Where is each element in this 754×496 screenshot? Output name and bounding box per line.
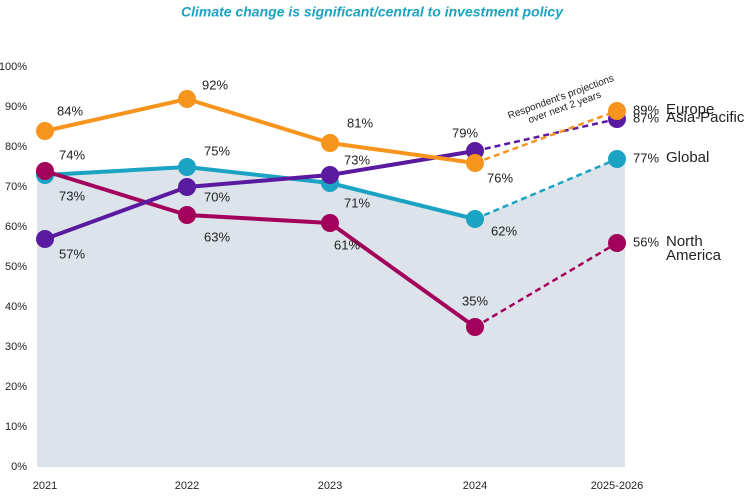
marker [36,162,54,180]
value-label: 79% [452,125,478,140]
value-label: 92% [202,77,228,92]
marker [178,90,196,108]
y-tick-label: 20% [5,381,27,393]
projection-line [474,157,618,221]
marker [608,234,626,252]
marker [321,214,339,232]
x-tick-label: 2023 [318,480,342,492]
value-label: 74% [59,147,85,162]
marker [178,206,196,224]
marker [466,154,484,172]
y-tick-label: 10% [5,421,27,433]
x-tick-label: 2025-2026 [591,480,644,492]
marker [608,102,626,120]
marker [466,318,484,336]
chart-title: Climate change is significant/central to… [181,4,564,20]
line [44,169,477,329]
x-tick-label: 2022 [175,480,199,492]
marker [36,230,54,248]
y-tick-label: 30% [5,341,27,353]
value-label: 84% [57,103,83,118]
y-tick-label: 70% [5,181,27,193]
legend-label: Global [666,149,710,166]
value-label: 56% [633,234,659,249]
value-label: 63% [204,229,230,244]
legend-label: Europe [666,101,715,118]
series: 84% 92% 81% 76% 89% [36,77,659,185]
value-label: 76% [487,170,513,185]
value-label: 61% [334,237,360,252]
marker [178,178,196,196]
value-label: 35% [462,293,488,308]
value-label: 89% [633,102,659,117]
series: 74% 63% 61% 35% 56% [36,147,659,336]
line [44,97,476,165]
value-label: 77% [633,150,659,165]
value-label: 71% [344,195,370,210]
y-tick-label: 90% [5,101,27,113]
marker [466,210,484,228]
value-label: 75% [204,143,230,158]
value-label: 62% [491,223,517,238]
marker [178,158,196,176]
projection-line [474,109,618,165]
line [44,149,476,241]
value-label: 73% [344,152,370,167]
y-tick-label: 0% [11,461,27,473]
y-tick-label: 100% [0,61,27,73]
projection-line [474,241,618,329]
value-label: 73% [59,188,85,203]
marker [321,134,339,152]
series: 57% 70% 73% 79% 87% [36,110,659,261]
series: 73% 75% 71% 62% 77% [36,143,659,238]
value-label: 87% [633,110,659,125]
value-label: 57% [59,246,85,261]
marker [608,150,626,168]
marker [36,122,54,140]
legend-label: North America [666,233,722,264]
line [44,165,476,221]
y-tick-label: 80% [5,141,27,153]
y-tick-label: 50% [5,261,27,273]
area [37,159,625,467]
value-label: 70% [204,189,230,204]
x-tick-label: 2024 [463,480,487,492]
legend-label: Asia-Pacific [666,109,745,126]
projection-line [474,117,618,153]
x-tick-label: 2021 [33,480,57,492]
marker [321,166,339,184]
y-tick-label: 60% [5,221,27,233]
value-label: 81% [347,115,373,130]
y-tick-label: 40% [5,301,27,313]
